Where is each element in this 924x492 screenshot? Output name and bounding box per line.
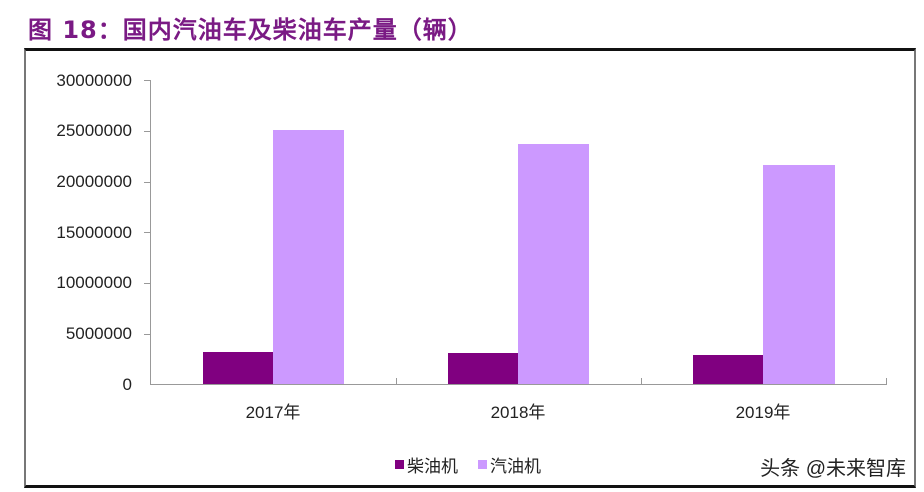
watermark: 头条 @未来智库 bbox=[760, 458, 906, 480]
legend-swatch-gasoline bbox=[478, 460, 487, 469]
x-label-2018: 2018年 bbox=[490, 403, 546, 422]
x-tick bbox=[886, 378, 887, 385]
y-tick bbox=[144, 131, 150, 132]
x-tick bbox=[396, 378, 397, 385]
y-tick-label: 15000000 bbox=[56, 223, 132, 242]
legend-item-gasoline: 汽油机 bbox=[478, 452, 541, 477]
y-tick bbox=[144, 182, 150, 183]
x-axis bbox=[150, 384, 887, 385]
y-tick-label: 30000000 bbox=[56, 71, 132, 90]
bar-diesel-2018 bbox=[448, 353, 518, 384]
y-tick-label: 0 bbox=[122, 375, 132, 394]
legend-swatch-diesel bbox=[395, 460, 404, 469]
bar-diesel-2019 bbox=[693, 355, 763, 384]
chart-frame bbox=[24, 48, 916, 488]
y-tick-label: 20000000 bbox=[56, 172, 132, 191]
chart-title: 图 18：国内汽油车及柴油车产量（辆） bbox=[28, 16, 473, 44]
y-axis-labels: 30000000 25000000 20000000 15000000 1000… bbox=[12, 0, 132, 492]
bar-gasoline-2017 bbox=[273, 130, 344, 384]
legend-label-diesel: 柴油机 bbox=[407, 457, 458, 476]
y-tick bbox=[144, 80, 150, 81]
x-label-2019: 2019年 bbox=[735, 403, 791, 422]
bar-gasoline-2018 bbox=[518, 144, 589, 384]
bar-gasoline-2019 bbox=[763, 165, 835, 384]
x-tick bbox=[641, 378, 642, 385]
y-tick-label: 10000000 bbox=[56, 273, 132, 292]
y-axis bbox=[150, 80, 151, 385]
bar-diesel-2017 bbox=[203, 352, 273, 384]
legend-item-diesel: 柴油机 bbox=[395, 452, 458, 477]
legend: 柴油机 汽油机 bbox=[395, 452, 561, 477]
y-tick-label: 5000000 bbox=[65, 324, 132, 343]
y-tick bbox=[144, 283, 150, 284]
legend-label-gasoline: 汽油机 bbox=[490, 457, 541, 476]
y-tick bbox=[144, 334, 150, 335]
y-tick-label: 25000000 bbox=[56, 121, 132, 140]
x-label-2017: 2017年 bbox=[245, 403, 301, 422]
y-tick bbox=[144, 232, 150, 233]
